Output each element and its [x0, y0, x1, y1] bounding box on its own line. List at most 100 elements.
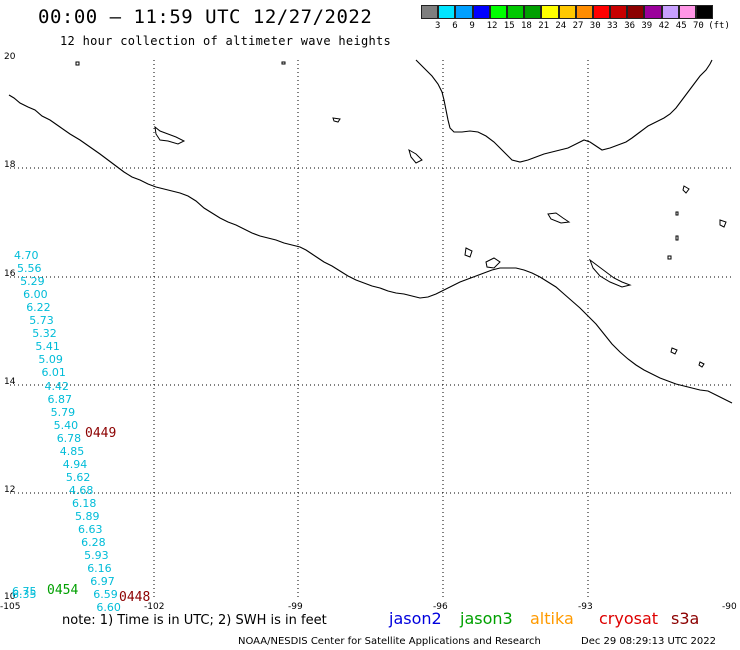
color-scale-label: 27 — [572, 21, 584, 31]
latitude-label: 20 — [4, 52, 16, 62]
swh-value: 6.28 — [81, 536, 106, 550]
color-swatch — [541, 5, 559, 19]
swh-value: 4.70 — [14, 249, 39, 262]
latitude-label: 18 — [4, 160, 16, 170]
color-scale-label: 30 — [589, 21, 601, 31]
swh-value: 5.62 — [65, 470, 91, 484]
satellite-legend-jason2: jason2 — [389, 609, 442, 628]
swh-value: 6.35 — [12, 588, 37, 601]
color-scale-label: 3 — [435, 21, 441, 31]
pacific-coastline — [8, 94, 733, 404]
color-scale-label: 6 — [452, 21, 458, 31]
swh-value: 6.63 — [78, 523, 103, 537]
longitude-label: -99 — [288, 602, 303, 612]
color-swatch — [592, 5, 611, 19]
latitude-label: 10 — [4, 592, 16, 602]
swh-value: 5.73 — [29, 314, 54, 328]
chart-title: 00:00 – 11:59 UTC 12/27/2022 — [38, 6, 373, 28]
swh-value: 5.09 — [38, 353, 63, 367]
island — [588, 258, 632, 288]
color-scale-label: 12 — [486, 21, 498, 31]
swh-value: 6.78 — [56, 431, 82, 445]
swh-value: 6.75 — [12, 585, 37, 598]
swh-value: 5.79 — [50, 405, 76, 419]
swh-value: 5.56 — [17, 262, 42, 276]
swh-value: 4.94 — [62, 457, 88, 471]
island — [485, 257, 501, 269]
color-swatch — [661, 5, 679, 19]
color-scale-label: 70 — [693, 21, 704, 31]
pass-time-label: 0449 — [85, 426, 117, 441]
color-scale-label: 42 — [658, 21, 670, 31]
color-scale-label: 9 — [469, 21, 475, 31]
color-scale-labels: 3 6 9 12 15 18 21 24 27 30 33 36 39 42 45 70 (ft) — [421, 21, 731, 33]
credit-footer: NOAA/NESDIS Center for Satellite Applica… — [238, 636, 541, 647]
swh-value: 6.97 — [90, 575, 115, 589]
satellite-legend-jason3: jason3 — [460, 609, 513, 628]
color-scale-bar — [421, 5, 714, 19]
longitude-label: -105 — [0, 602, 21, 612]
swh-value: 6.00 — [23, 288, 48, 302]
island — [682, 185, 690, 194]
color-swatch — [627, 5, 645, 19]
chart-subtitle: 12 hour collection of altimeter wave hei… — [60, 34, 392, 48]
island — [675, 211, 679, 216]
swh-value: 5.40 — [53, 418, 79, 432]
color-swatch — [438, 5, 456, 19]
satellite-legend-cryosat: cryosat — [599, 609, 659, 628]
color-scale-label: 45 — [675, 21, 687, 31]
color-swatch — [644, 5, 662, 19]
color-swatch — [506, 5, 525, 19]
color-swatch — [558, 5, 576, 19]
color-scale-label: 24 — [555, 21, 567, 31]
swh-value: 6.01 — [41, 366, 66, 380]
longitude-label: -93 — [578, 602, 593, 612]
color-scale-label: 21 — [538, 21, 550, 31]
map-grid — [10, 60, 732, 600]
island — [698, 361, 705, 368]
island — [332, 117, 341, 123]
units-note: note: 1) Time is in UTC; 2) SWH is in fe… — [62, 613, 327, 628]
color-swatch — [489, 5, 507, 19]
generated-timestamp: Dec 29 08:29:13 UTC 2022 — [581, 636, 716, 647]
swh-value: 6.16 — [87, 562, 112, 576]
color-scale-label: 33 — [607, 21, 618, 31]
swh-value: 5.32 — [32, 327, 57, 341]
longitude-label: -96 — [433, 602, 448, 612]
gulf-coastline — [415, 59, 713, 163]
swh-value: 5.41 — [35, 340, 60, 354]
color-swatch — [455, 5, 473, 19]
island — [547, 212, 571, 224]
island — [667, 255, 672, 260]
color-scale-label: (ft) — [708, 21, 730, 31]
swh-value: 4.85 — [59, 444, 85, 458]
latitude-label: 14 — [4, 377, 16, 387]
color-scale-label: 18 — [521, 21, 532, 31]
island — [719, 219, 727, 228]
color-swatch — [524, 5, 542, 19]
satellite-legend-s3a: s3a — [671, 609, 700, 628]
swh-value: 6.87 — [47, 392, 73, 406]
satellite-legend-altika: altika — [530, 609, 574, 628]
color-swatch — [696, 5, 714, 19]
color-swatch — [421, 5, 439, 19]
swh-value: 4.42 — [44, 379, 70, 393]
latitude-label: 12 — [4, 485, 16, 495]
pass-time-label: 0454 — [47, 583, 79, 598]
swh-value: 5.93 — [84, 549, 109, 563]
latitude-label: 16 — [4, 269, 16, 279]
island — [75, 61, 80, 66]
swh-value: 6.60 — [96, 601, 121, 615]
swh-value: 5.89 — [75, 510, 100, 523]
longitude-label: -102 — [144, 602, 165, 612]
island — [154, 125, 186, 145]
island — [464, 247, 473, 258]
island — [281, 61, 286, 65]
swh-value: 6.59 — [93, 588, 118, 602]
longitude-label: -90 — [722, 602, 737, 612]
island — [670, 347, 678, 355]
color-scale-label: 36 — [624, 21, 636, 31]
color-swatch — [610, 5, 628, 19]
color-scale-label: 39 — [641, 21, 653, 31]
